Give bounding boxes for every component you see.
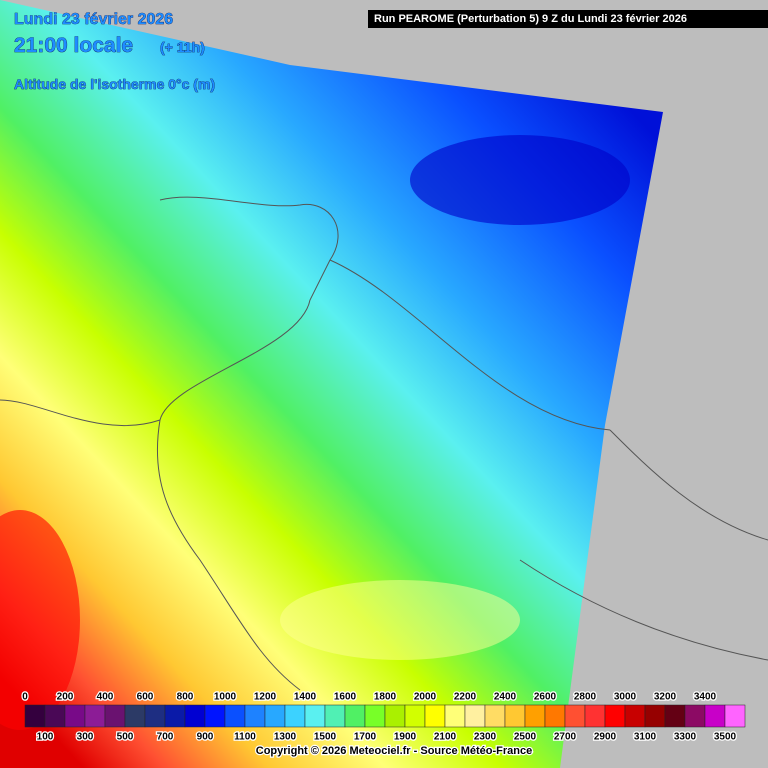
scale-label: 800 — [177, 692, 194, 703]
scale-label: 1600 — [334, 692, 357, 703]
scale-label: 500 — [117, 732, 134, 743]
scale-label: 2000 — [414, 692, 437, 703]
scale-swatch — [724, 704, 746, 728]
scale-swatch — [84, 704, 106, 728]
scale-swatch — [384, 704, 406, 728]
scale-label: 1300 — [274, 732, 297, 743]
scale-label: 1900 — [394, 732, 417, 743]
scale-label: 700 — [157, 732, 174, 743]
field-patch — [0, 510, 80, 730]
scale-label: 0 — [22, 692, 28, 703]
scale-swatch — [184, 704, 206, 728]
scale-swatch — [304, 704, 326, 728]
scale-swatch — [524, 704, 546, 728]
scale-swatch — [664, 704, 686, 728]
scale-swatch — [244, 704, 266, 728]
scale-label: 2200 — [454, 692, 477, 703]
scale-swatch — [204, 704, 226, 728]
scale-swatch — [284, 704, 306, 728]
scale-swatch — [64, 704, 86, 728]
borders — [0, 196, 768, 691]
scale-swatch — [504, 704, 526, 728]
copyright: Copyright © 2026 Meteociel.fr - Source M… — [256, 745, 532, 757]
scale-label: 1500 — [314, 732, 337, 743]
scale-swatch — [44, 704, 66, 728]
scale-swatch — [544, 704, 566, 728]
scale-label: 300 — [77, 732, 94, 743]
scale-label: 3300 — [674, 732, 697, 743]
scale-swatch — [124, 704, 146, 728]
scale-label: 3100 — [634, 732, 657, 743]
scale-label: 400 — [97, 692, 114, 703]
scale-label: 3400 — [694, 692, 717, 703]
scale-swatch — [264, 704, 286, 728]
local-time: 21:00 locale — [14, 34, 133, 57]
scale-label: 1200 — [254, 692, 277, 703]
scale-swatch — [604, 704, 626, 728]
scale-label: 900 — [197, 732, 214, 743]
scale-swatch — [444, 704, 466, 728]
run-banner — [368, 10, 768, 28]
scale-label: 1000 — [214, 692, 237, 703]
scale-swatch — [564, 704, 586, 728]
parameter: Altitude de l'isotherme 0°c (m) — [14, 76, 215, 92]
field-patch — [280, 580, 520, 660]
scale-label: 1700 — [354, 732, 377, 743]
scale-swatch — [704, 704, 726, 728]
date: Lundi 23 février 2026 — [14, 11, 173, 28]
scale-label: 3000 — [614, 692, 637, 703]
scale-label: 2300 — [474, 732, 497, 743]
scale-label: 3200 — [654, 692, 677, 703]
scale-label: 2900 — [594, 732, 617, 743]
scale-label: 1400 — [294, 692, 317, 703]
field-patch — [410, 135, 630, 225]
scale-swatch — [224, 704, 246, 728]
scale-swatch — [404, 704, 426, 728]
scale-swatch — [24, 704, 46, 728]
scale-label: 600 — [137, 692, 154, 703]
scale-swatch — [584, 704, 606, 728]
scale-swatch — [344, 704, 366, 728]
scale-swatch — [464, 704, 486, 728]
scale-swatch — [104, 704, 126, 728]
scale-label: 1800 — [374, 692, 397, 703]
scale-label: 2600 — [534, 692, 557, 703]
scale-label: 2400 — [494, 692, 517, 703]
scale-label: 1100 — [234, 732, 256, 743]
scale-label: 2500 — [514, 732, 537, 743]
scale-label: 200 — [57, 692, 74, 703]
scale-label: 2100 — [434, 732, 457, 743]
scale-swatch — [364, 704, 386, 728]
scale-swatch — [144, 704, 166, 728]
scale-swatch — [644, 704, 666, 728]
run-info: Run PEAROME (Perturbation 5) 9 Z du Lund… — [374, 13, 687, 25]
scale-swatch — [164, 704, 186, 728]
scale-label: 3500 — [714, 732, 737, 743]
scale-label: 100 — [37, 732, 54, 743]
color-scale: 0 200 400 600 800 1000 1200 1400 1600 1800 2000 220… — [21, 690, 746, 744]
scale-swatch — [484, 704, 506, 728]
scale-swatch — [684, 704, 706, 728]
lead-time: (+ 11h) — [160, 39, 205, 55]
scale-swatch — [324, 704, 346, 728]
scale-label: 2700 — [554, 732, 577, 743]
scale-label: 2800 — [574, 692, 597, 703]
scale-swatch — [424, 704, 446, 728]
scale-swatch — [624, 704, 646, 728]
